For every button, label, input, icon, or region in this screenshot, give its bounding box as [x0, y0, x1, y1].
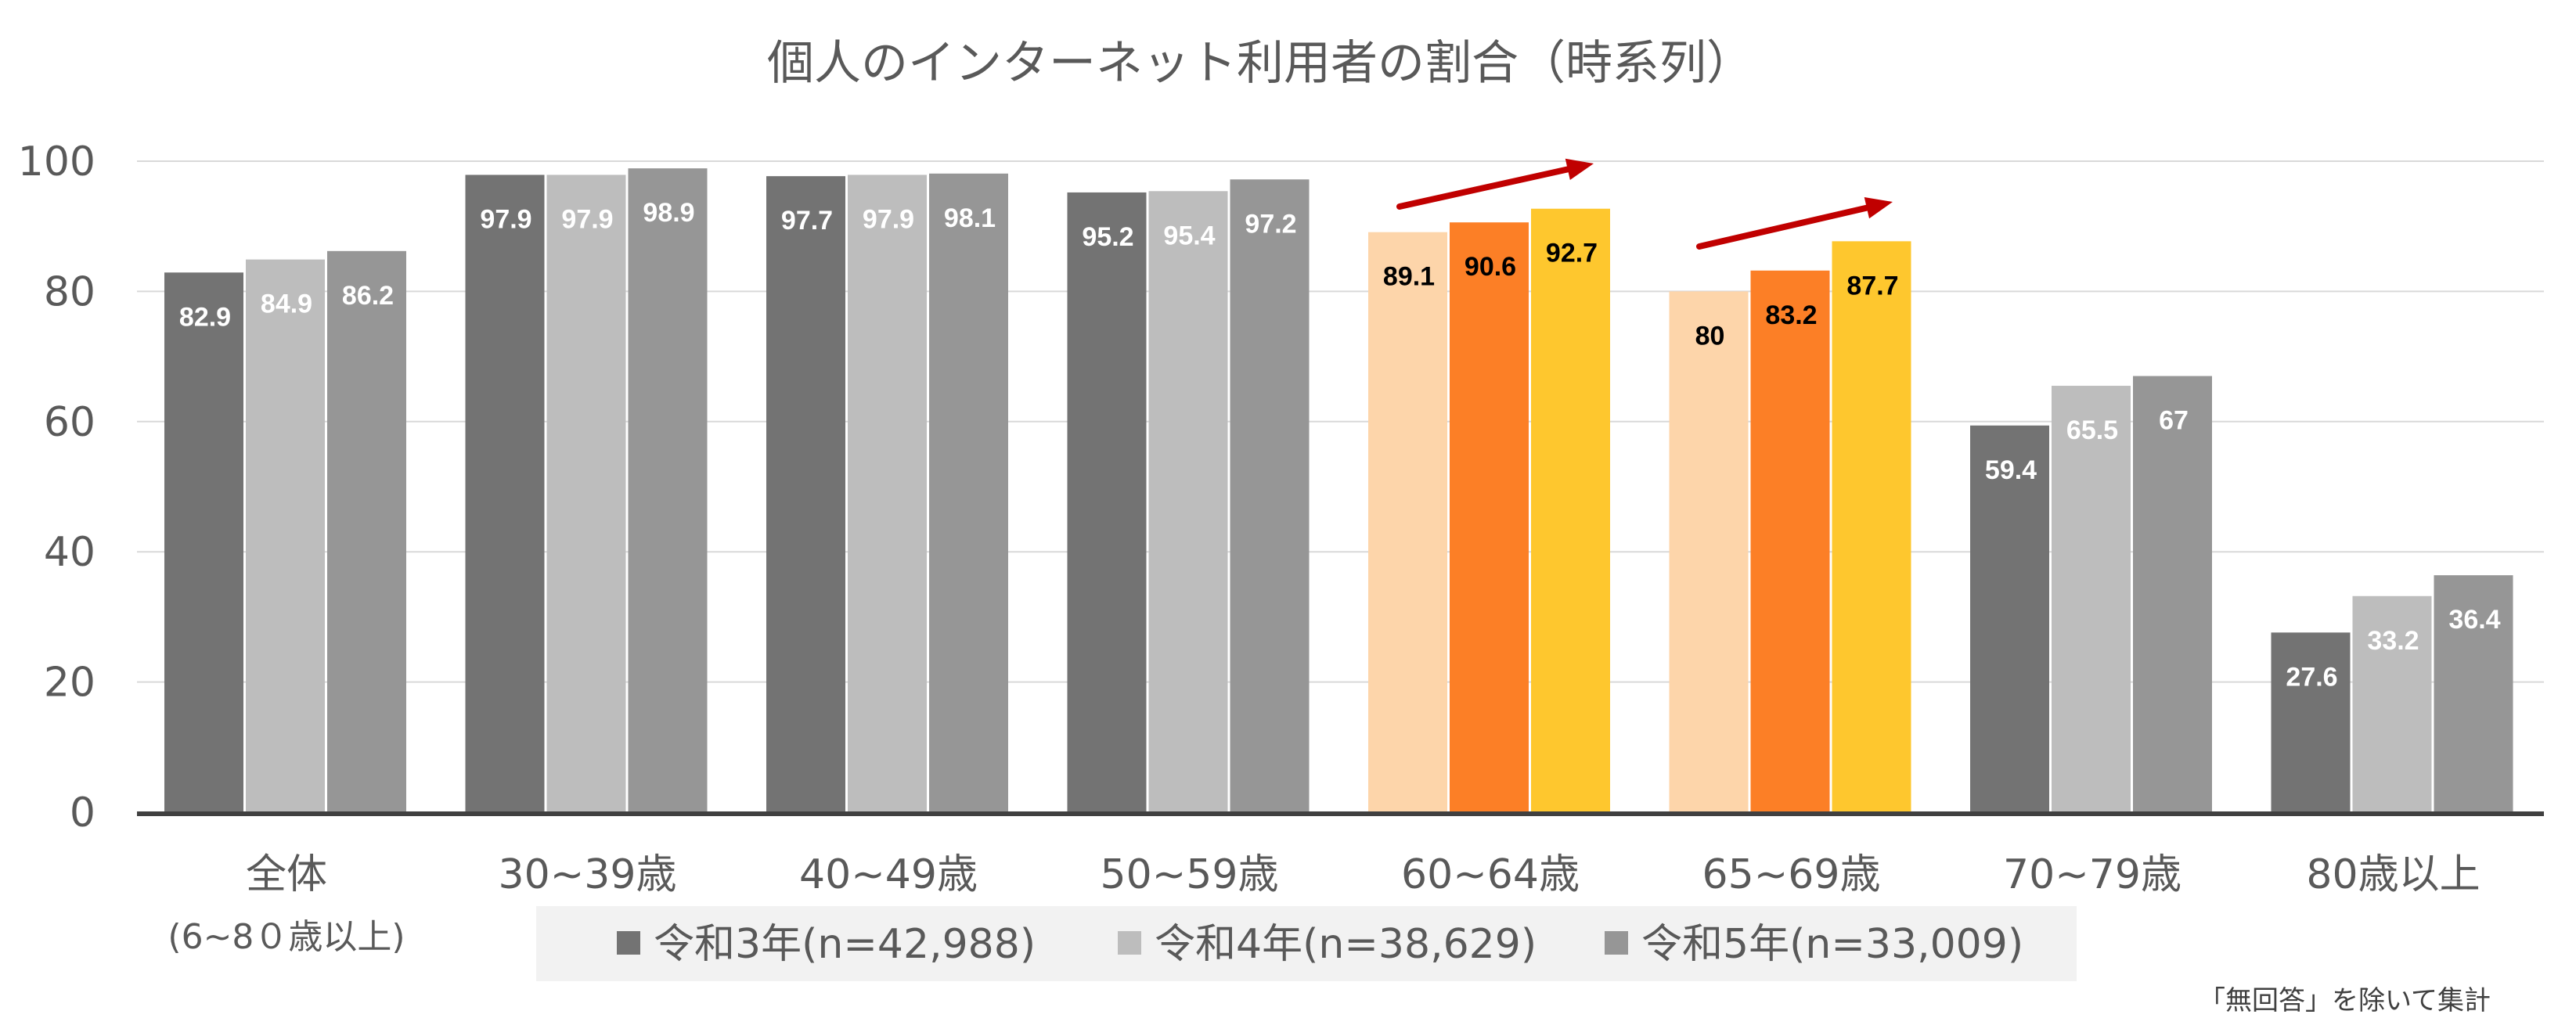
- bar: [246, 259, 325, 813]
- y-axis-ticks: 0 20 40 60 80 100: [18, 138, 95, 836]
- bar: [2271, 632, 2351, 812]
- bar: [2434, 575, 2513, 812]
- bar: [465, 174, 545, 813]
- bar: [929, 173, 1008, 813]
- data-label: 83.2: [1765, 300, 1817, 330]
- data-label: 97.9: [480, 204, 531, 234]
- bars: [164, 168, 2513, 813]
- data-label: 98.9: [643, 198, 694, 228]
- data-label: 97.9: [561, 204, 613, 234]
- y-tick-label: 100: [18, 138, 95, 185]
- bar: [164, 272, 243, 813]
- data-label: 97.7: [781, 206, 833, 236]
- bar: [1368, 232, 1447, 812]
- y-tick-label: 20: [44, 660, 95, 707]
- trend-arrow: [1696, 197, 1893, 250]
- bar: [327, 250, 406, 812]
- x-tick-label: 30~39歳: [499, 851, 677, 898]
- data-label: 97.2: [1245, 209, 1296, 239]
- data-label: 36.4: [2448, 605, 2500, 635]
- data-label: 86.2: [342, 281, 394, 311]
- legend-item: 令和5年(n=33,009): [1605, 921, 2023, 968]
- data-label: 65.5: [2066, 415, 2118, 445]
- x-tick-label: 70~79歳: [2003, 851, 2181, 898]
- x-tick-label: 50~59歳: [1101, 851, 1279, 898]
- x-tick-label: 65~69歳: [1702, 851, 1881, 898]
- x-tick-label: 80歳以上: [2306, 851, 2480, 898]
- bar: [628, 168, 708, 813]
- data-label: 95.2: [1082, 222, 1133, 252]
- y-tick-label: 40: [44, 529, 95, 576]
- data-label: 97.9: [863, 204, 914, 234]
- legend-background: [536, 906, 2077, 981]
- x-tick-label: 全体: [246, 851, 327, 898]
- x-tick-label: 60~64歳: [1401, 851, 1580, 898]
- x-tick-label: 40~49歳: [799, 851, 978, 898]
- bar: [1230, 179, 1310, 812]
- bar: [1669, 291, 1749, 812]
- x-tick-sublabel: (6~8０歳以上): [168, 917, 405, 957]
- bar: [1750, 270, 1830, 812]
- data-label: 27.6: [2286, 662, 2337, 692]
- data-label: 98.1: [944, 203, 996, 233]
- trend-arrow: [1396, 158, 1594, 210]
- bar: [546, 174, 626, 813]
- bar: [2133, 376, 2212, 812]
- footnote: 「無回答」を除いて集計: [2199, 985, 2491, 1016]
- data-label: 67: [2159, 406, 2189, 436]
- x-axis-ticks: 全体 (6~8０歳以上) 30~39歳 40~49歳 50~59歳 60~64歳 65~69…: [168, 851, 2480, 957]
- bar: [1531, 208, 1610, 813]
- data-label: 84.9: [261, 290, 312, 319]
- data-label: 90.6: [1465, 252, 1516, 282]
- data-label: 92.7: [1546, 239, 1598, 268]
- bar: [2352, 595, 2432, 812]
- bar: [1148, 191, 1228, 813]
- bar: [1970, 425, 2049, 812]
- bar: [1832, 241, 1911, 812]
- legend-swatch: [617, 931, 640, 955]
- data-label: 95.4: [1163, 221, 1215, 250]
- bar: [2052, 386, 2131, 812]
- data-label: 87.7: [1846, 271, 1898, 300]
- data-label: 59.4: [1985, 455, 2037, 485]
- bar: [848, 174, 927, 813]
- chart-title: 個人のインターネット利用者の割合（時系列）: [767, 36, 1753, 91]
- y-tick-label: 80: [44, 268, 95, 315]
- legend-item: 令和4年(n=38,629): [1118, 921, 1537, 968]
- legend-item: 令和3年(n=42,988): [617, 921, 1036, 968]
- bar: [1450, 222, 1529, 812]
- legend-label: 令和5年(n=33,009): [1641, 921, 2023, 968]
- data-label: 80: [1695, 321, 1725, 351]
- legend: 令和3年(n=42,988) 令和4年(n=38,629) 令和5年(n=33,00…: [536, 906, 2077, 981]
- data-label: 82.9: [179, 302, 231, 332]
- y-tick-label: 60: [44, 399, 95, 446]
- trend-arrows: [1396, 158, 1893, 250]
- legend-label: 令和3年(n=42,988): [654, 921, 1036, 968]
- bar: [766, 176, 845, 813]
- legend-label: 令和4年(n=38,629): [1155, 921, 1537, 968]
- legend-swatch: [1605, 931, 1628, 955]
- data-label: 33.2: [2367, 626, 2419, 656]
- bar: [1067, 192, 1147, 812]
- data-label: 89.1: [1383, 262, 1435, 292]
- data-labels: 82.9 84.9 86.2 97.9 97.9 98.9 97.7 97.9 98.1 95.2…: [179, 198, 2501, 692]
- y-tick-label: 0: [70, 790, 95, 836]
- legend-swatch: [1118, 931, 1141, 955]
